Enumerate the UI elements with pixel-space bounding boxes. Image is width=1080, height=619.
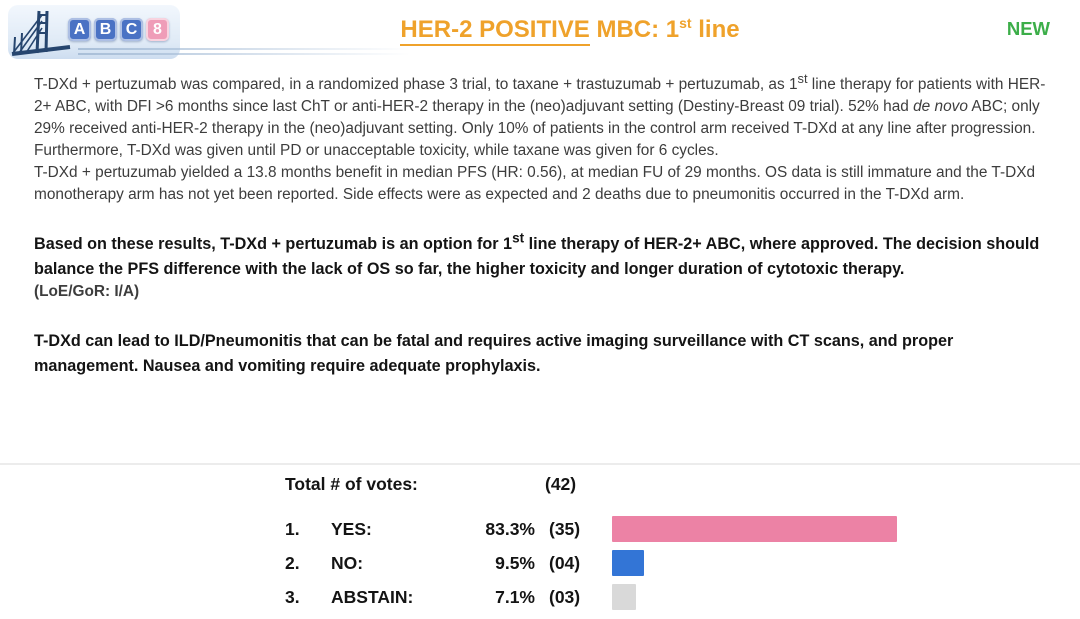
vote-row-count: (03): [549, 587, 581, 607]
page-title: HER-2 POSITIVE MBC: 1st line: [90, 15, 1050, 46]
title-underlined-part: HER-2 POSITIVE: [400, 16, 590, 46]
vote-row-count: (04): [549, 553, 581, 573]
vote-row-number: 1.: [285, 519, 300, 539]
vote-row-yes: 1. YES: 83.3% (35): [0, 516, 1080, 547]
logo-tile-b: B: [94, 18, 117, 41]
loe-gor-label: (LoE/GoR: I/A): [34, 283, 140, 300]
vote-row-abstain: 3. ABSTAIN: 7.1% (03): [0, 584, 1080, 615]
vote-row-label: YES:: [331, 519, 372, 539]
logo-letter-tiles: A B C 8: [68, 18, 169, 41]
title-superscript: st: [679, 15, 692, 31]
summary-paragraph-1: T-DXd + pertuzumab was compared, in a ra…: [34, 70, 1046, 159]
vote-row-count: (35): [549, 519, 581, 539]
logo-tile-c: C: [120, 18, 143, 41]
vote-row-number: 3.: [285, 587, 300, 607]
vote-row-percent: 83.3%: [485, 519, 535, 539]
vote-row-label: NO:: [331, 553, 364, 573]
slide-body-text: T-DXd + pertuzumab was compared, in a ra…: [34, 70, 1052, 378]
vote-total-value: (42): [545, 474, 577, 494]
vote-row-number: 2.: [285, 553, 300, 573]
vote-bar-no: [612, 550, 644, 576]
title-tail: line: [691, 16, 740, 43]
new-badge: NEW: [1006, 18, 1050, 39]
vote-row-percent: 7.1%: [495, 587, 535, 607]
bridge-icon: [11, 10, 71, 56]
de-novo-italic: de novo: [913, 98, 968, 115]
recommendation-paragraph: Based on these results, T-DXd + pertuzum…: [34, 230, 1040, 278]
logo-road-lines: [78, 48, 428, 56]
vote-total-label: Total # of votes:: [285, 474, 418, 494]
summary-paragraph-2: T-DXd + pertuzumab yielded a 13.8 months…: [34, 164, 1036, 203]
logo-tile-a: A: [68, 18, 91, 41]
title-mid: MBC: 1: [589, 16, 680, 43]
abc8-logo: A B C 8: [8, 5, 428, 59]
warning-paragraph: T-DXd can lead to ILD/Pneumonitis that c…: [34, 332, 954, 375]
logo-tile-8: 8: [146, 18, 169, 41]
vote-row-no: 2. NO: 9.5% (04): [0, 550, 1080, 581]
vote-bar-yes: [612, 516, 897, 542]
vote-total-row: Total # of votes: (42): [0, 474, 1080, 502]
divider: [0, 463, 1080, 465]
vote-row-percent: 9.5%: [495, 553, 535, 573]
vote-row-label: ABSTAIN:: [331, 587, 414, 607]
vote-bar-abstain: [612, 584, 636, 610]
